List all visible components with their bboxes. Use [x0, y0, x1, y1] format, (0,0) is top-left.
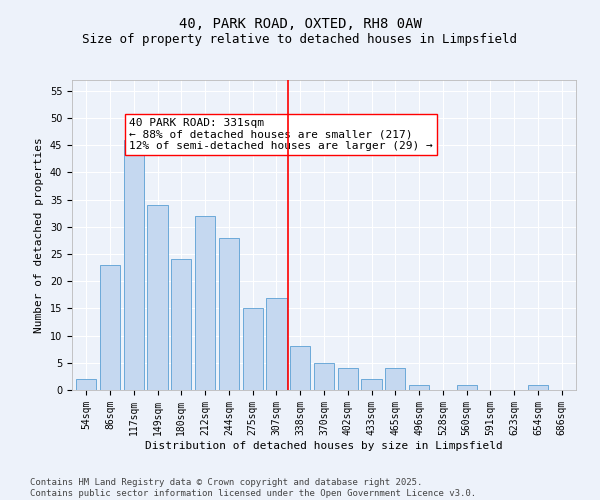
Bar	[219, 238, 239, 390]
Bar	[100, 265, 120, 390]
Bar	[290, 346, 310, 390]
Bar	[528, 384, 548, 390]
Bar	[124, 140, 144, 390]
Bar	[314, 363, 334, 390]
Bar	[385, 368, 406, 390]
Bar	[76, 379, 97, 390]
Bar	[195, 216, 215, 390]
Text: 40 PARK ROAD: 331sqm
← 88% of detached houses are smaller (217)
12% of semi-deta: 40 PARK ROAD: 331sqm ← 88% of detached h…	[129, 118, 433, 152]
Y-axis label: Number of detached properties: Number of detached properties	[34, 137, 44, 333]
Bar	[361, 379, 382, 390]
Bar	[457, 384, 477, 390]
Bar	[409, 384, 429, 390]
Bar	[242, 308, 263, 390]
Text: Contains HM Land Registry data © Crown copyright and database right 2025.
Contai: Contains HM Land Registry data © Crown c…	[30, 478, 476, 498]
Text: Size of property relative to detached houses in Limpsfield: Size of property relative to detached ho…	[83, 32, 517, 46]
Bar	[148, 205, 167, 390]
Bar	[338, 368, 358, 390]
Text: 40, PARK ROAD, OXTED, RH8 0AW: 40, PARK ROAD, OXTED, RH8 0AW	[179, 18, 421, 32]
X-axis label: Distribution of detached houses by size in Limpsfield: Distribution of detached houses by size …	[145, 440, 503, 450]
Bar	[171, 260, 191, 390]
Bar	[266, 298, 287, 390]
